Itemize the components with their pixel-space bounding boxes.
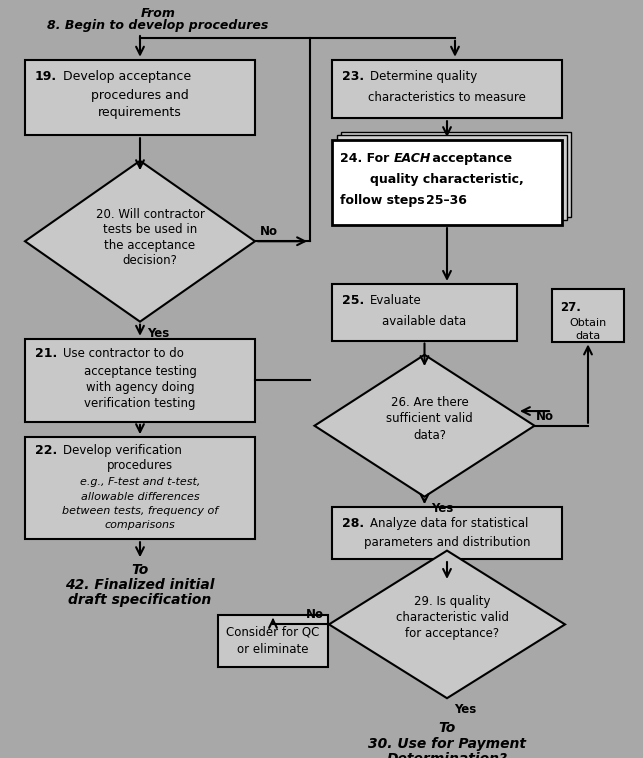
Text: Consider for QC: Consider for QC [226,625,320,638]
Text: No: No [260,225,278,238]
Text: 19.: 19. [35,70,57,83]
Text: Analyze data for statistical: Analyze data for statistical [370,517,529,530]
Text: 25.: 25. [342,294,364,307]
Text: 23.: 23. [342,70,364,83]
Text: tests be used in: tests be used in [103,224,197,236]
Text: acceptance testing: acceptance testing [84,365,197,378]
Bar [332,507,562,559]
Bar [341,131,571,217]
Text: Use contractor to do: Use contractor to do [63,347,184,360]
Text: Evaluate: Evaluate [370,294,422,307]
Text: Develop verification: Develop verification [63,444,182,457]
Bar [337,135,567,221]
Bar [25,60,255,135]
Text: verification testing: verification testing [84,397,195,411]
Text: No: No [536,410,554,423]
Text: data?: data? [413,429,446,442]
Text: 20. Will contractor: 20. Will contractor [96,208,204,221]
Text: 22.: 22. [35,444,57,457]
Text: Obtain: Obtain [569,318,606,328]
Text: procedures: procedures [107,459,173,472]
Text: 27.: 27. [560,302,581,315]
Text: comparisons: comparisons [105,520,176,530]
Text: 30. Use for Payment: 30. Use for Payment [368,737,526,750]
Text: 24. For: 24. For [340,152,394,165]
Text: Determine quality: Determine quality [370,70,477,83]
Text: Yes: Yes [147,327,169,340]
Text: Determination?: Determination? [386,752,507,758]
Text: quality characteristic,: quality characteristic, [370,174,524,186]
Text: characteristics to measure: characteristics to measure [368,91,526,104]
Bar [332,283,517,340]
Text: Develop acceptance: Develop acceptance [63,70,191,83]
Text: follow steps: follow steps [340,194,429,207]
Text: 8. Begin to develop procedures: 8. Begin to develop procedures [48,19,269,32]
Text: decision?: decision? [123,254,177,267]
Polygon shape [314,355,534,496]
Text: Yes: Yes [431,502,453,515]
Text: requirements: requirements [98,106,182,119]
Text: between tests, frequency of: between tests, frequency of [62,506,218,516]
Text: for acceptance?: for acceptance? [405,628,499,641]
Text: To: To [131,562,149,577]
Text: 42. Finalized initial: 42. Finalized initial [65,578,215,592]
Polygon shape [25,161,255,321]
Text: allowable differences: allowable differences [80,492,199,502]
Text: 21.: 21. [35,347,57,360]
Text: available data: available data [383,315,467,328]
Text: From: From [141,7,176,20]
Text: characteristic valid: characteristic valid [395,611,509,625]
Text: e.g., F-test and t-test,: e.g., F-test and t-test, [80,478,200,487]
Text: To: To [439,722,456,735]
Text: Yes: Yes [454,703,476,716]
Text: the acceptance: the acceptance [104,239,195,252]
Text: acceptance: acceptance [428,152,512,165]
Text: 28.: 28. [342,517,364,530]
Bar [552,290,624,342]
Text: parameters and distribution: parameters and distribution [364,536,530,549]
Polygon shape [329,550,565,698]
Text: or eliminate: or eliminate [237,643,309,656]
Text: EACH: EACH [394,152,431,165]
Bar [218,615,328,667]
Text: 26. Are there: 26. Are there [391,396,468,409]
Text: 25–36: 25–36 [426,194,467,207]
Bar [332,140,562,225]
Text: procedures and: procedures and [91,89,189,102]
Text: with agency doing: with agency doing [86,381,194,394]
Text: 29. Is quality: 29. Is quality [413,595,490,608]
Bar [25,339,255,422]
Bar [25,437,255,539]
Text: data: data [575,331,601,341]
Bar [332,60,562,118]
Text: draft specification: draft specification [68,593,212,607]
Text: No: No [306,609,324,622]
Text: sufficient valid: sufficient valid [386,412,473,424]
